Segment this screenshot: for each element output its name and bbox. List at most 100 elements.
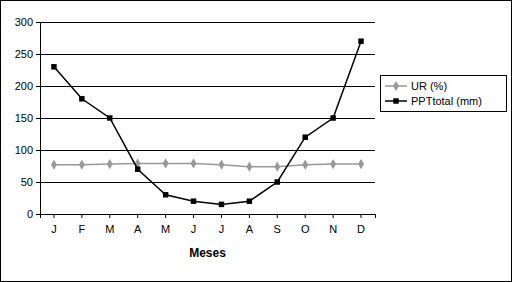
x-tick-label: J (219, 223, 225, 235)
x-tick-mark (361, 214, 362, 218)
x-tick-label: A (246, 223, 254, 235)
grid (40, 22, 375, 214)
x-axis-title: Meses (189, 246, 226, 260)
y-tick-mark (36, 150, 40, 151)
series-marker (302, 134, 307, 139)
y-axis-line (36, 23, 41, 215)
series-marker (247, 198, 252, 203)
y-tick-label: 250 (15, 48, 33, 60)
series-marker (358, 159, 364, 169)
series-marker (51, 64, 56, 69)
x-tick: F (79, 214, 86, 235)
x-tick-label: J (191, 223, 197, 235)
y-tick-label: 150 (15, 112, 33, 124)
x-axis: JFMAMJJASOND (41, 214, 376, 235)
x-tick-label: D (357, 223, 365, 235)
x-tick-mark (277, 214, 278, 218)
series-marker (219, 160, 225, 170)
x-tick: S (274, 214, 281, 235)
grid-line (40, 182, 375, 183)
series-marker (107, 115, 112, 120)
x-tick-label: M (105, 223, 114, 235)
x-tick: M (161, 214, 170, 235)
grid-line (40, 86, 375, 87)
y-tick-label: 200 (15, 80, 33, 92)
x-tick: A (246, 214, 254, 235)
x-tick: J (191, 214, 197, 235)
y-tick-mark (36, 54, 40, 55)
y-tick-label: 0 (27, 208, 33, 220)
legend-label: UR (%) (411, 80, 447, 92)
series-marker (302, 160, 308, 170)
x-tick-mark (81, 214, 82, 218)
y-tick-label: 50 (21, 176, 33, 188)
x-tick: J (219, 214, 225, 235)
x-tick-label: O (301, 223, 310, 235)
legend-frame (381, 76, 507, 112)
grid-line (40, 54, 375, 55)
y-tick: 300 (15, 16, 40, 28)
x-tick-mark (109, 214, 110, 218)
series-marker (79, 96, 84, 101)
plot-area (51, 38, 364, 207)
y-tick-mark (36, 182, 40, 183)
x-tick-label: N (329, 223, 337, 235)
x-tick: M (105, 214, 114, 235)
y-tick-label: 100 (15, 144, 33, 156)
series-marker (275, 179, 280, 184)
series-marker (274, 162, 280, 172)
x-tick-mark (249, 214, 250, 218)
x-tick-mark (165, 214, 166, 218)
series-marker (330, 159, 336, 169)
series-marker (219, 202, 224, 207)
series-marker (191, 158, 197, 168)
x-tick-mark (137, 214, 138, 218)
series-line (54, 163, 361, 166)
chart-frame (1, 1, 512, 282)
series-marker (107, 159, 113, 169)
x-tick-label: J (51, 223, 57, 235)
y-tick: 250 (15, 48, 40, 60)
x-tick: N (329, 214, 337, 235)
y-tick: 150 (15, 112, 40, 124)
y-tick: 100 (15, 144, 40, 156)
series-marker (163, 158, 169, 168)
series-marker (135, 166, 140, 171)
grid-line (40, 22, 375, 23)
series-marker (79, 160, 85, 170)
y-tick: 50 (21, 176, 40, 188)
legend: UR (%) PPTtotal (mm) (381, 76, 507, 112)
series-marker (358, 38, 363, 43)
chart: 0 50 100 150 200 250 300 J F M A M J J A S O N D Meses UR (%… (0, 0, 512, 282)
y-tick-mark (36, 214, 40, 215)
x-tick-label: S (274, 223, 281, 235)
series-line (54, 41, 361, 204)
y-tick: 0 (27, 208, 40, 220)
x-tick-mark (333, 214, 334, 218)
grid-line (40, 150, 375, 151)
y-tick-mark (36, 22, 40, 23)
x-tick: A (134, 214, 142, 235)
x-tick: O (301, 214, 310, 235)
x-tick-label: F (79, 223, 86, 235)
x-tick-label: M (161, 223, 170, 235)
y-axis: 0 50 100 150 200 250 300 (15, 16, 41, 220)
x-tick-label: A (134, 223, 142, 235)
series-marker (330, 115, 335, 120)
y-tick-label: 300 (15, 16, 33, 28)
legend-label: PPTtotal (mm) (411, 95, 482, 107)
series-marker (51, 160, 57, 170)
y-tick: 200 (15, 80, 40, 92)
legend-marker (393, 98, 398, 103)
x-tick-mark (305, 214, 306, 218)
x-tick: D (357, 214, 365, 235)
x-axis-line (41, 215, 376, 219)
legend-marker (393, 81, 399, 91)
x-tick-mark (53, 214, 54, 218)
series-marker (163, 192, 168, 197)
y-tick-mark (36, 86, 40, 87)
series-marker (246, 162, 252, 172)
x-tick-mark (193, 214, 194, 218)
x-tick-mark (221, 214, 222, 218)
series-marker (191, 198, 196, 203)
